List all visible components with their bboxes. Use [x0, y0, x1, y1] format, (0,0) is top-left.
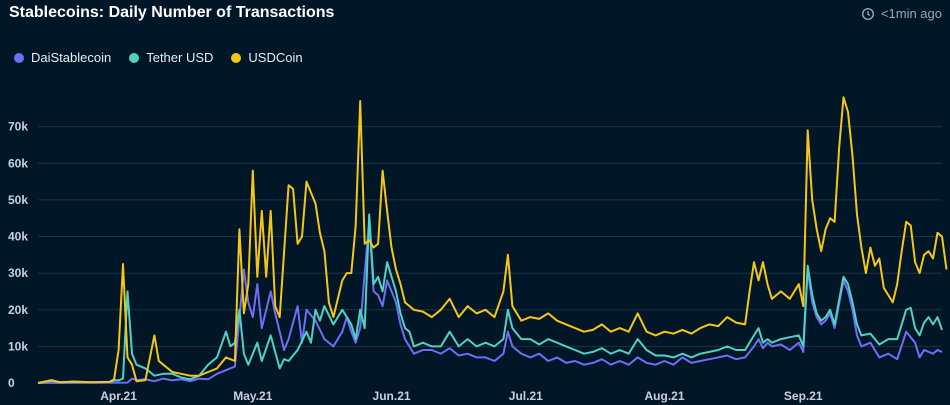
y-tick-label: 30k [8, 266, 28, 280]
refresh-status[interactable]: <1min ago [861, 6, 942, 21]
x-tick-label: Sep.21 [784, 389, 823, 403]
y-tick-label: 70k [8, 120, 28, 134]
y-tick-label: 40k [8, 230, 28, 244]
series-line-usdcoin [37, 96, 948, 384]
series-line-daistablecoin [37, 220, 943, 384]
x-tick-label: Apr.21 [100, 389, 137, 403]
legend-item-tether-usd[interactable]: Tether USD [129, 50, 213, 65]
x-tick-label: Aug.21 [645, 389, 685, 403]
legend-swatch [14, 52, 24, 63]
series-line-tether-usd [37, 213, 943, 384]
chart-title: Stablecoins: Daily Number of Transaction… [9, 4, 335, 21]
grid-lines [38, 126, 942, 347]
y-tick-label: 60k [8, 156, 28, 170]
legend-swatch [129, 52, 140, 63]
y-tick-label: 20k [8, 303, 28, 317]
x-tick-label: Jul.21 [509, 389, 543, 403]
refresh-clock-icon [861, 7, 874, 20]
series-lines [37, 96, 948, 384]
y-axis-ticks: 0 10k 20k 30k 40k 50k 60k 70k [8, 120, 28, 390]
x-tick-label: Jun.21 [373, 389, 411, 403]
legend-label: Tether USD [146, 50, 214, 65]
refresh-status-text: <1min ago [880, 6, 942, 21]
y-tick-label: 0 [8, 376, 15, 390]
legend-label: DaiStablecoin [31, 50, 112, 65]
legend-item-daistablecoin[interactable]: DaiStablecoin [14, 50, 111, 65]
chart-legend: DaiStablecoin Tether USD USDCoin [14, 50, 303, 65]
legend-swatch [231, 52, 242, 63]
y-tick-label: 50k [8, 193, 28, 207]
legend-item-usdcoin[interactable]: USDCoin [231, 50, 303, 65]
y-tick-label: 10k [8, 339, 28, 353]
legend-label: USDCoin [248, 50, 303, 65]
x-tick-label: May.21 [233, 389, 272, 403]
x-axis-ticks: Apr.21 May.21 Jun.21 Jul.21 Aug.21 Sep.21 [100, 389, 823, 403]
